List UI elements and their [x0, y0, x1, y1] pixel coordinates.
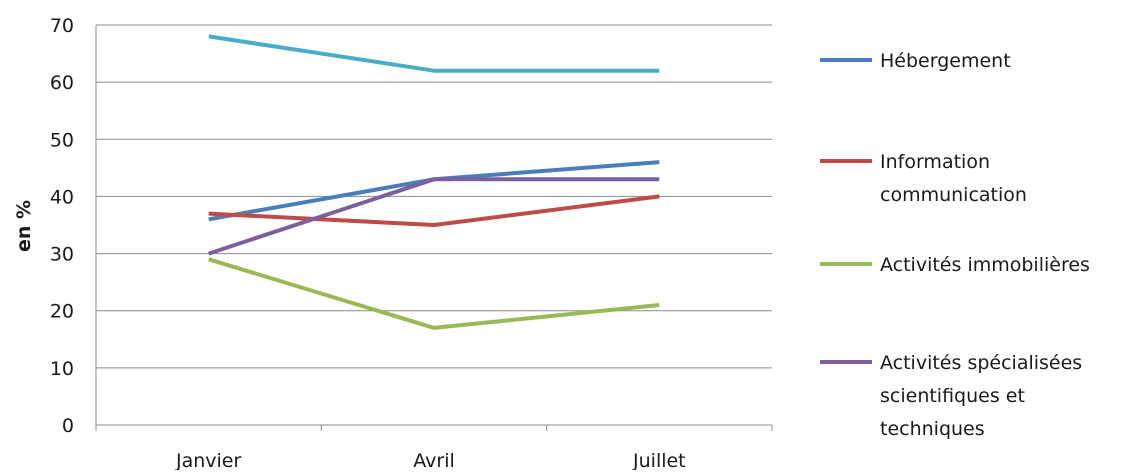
series-line-information-communication — [208, 194, 660, 227]
series-line-h-bergement — [208, 160, 660, 222]
y-tick-label: 50 — [50, 129, 74, 151]
legend-item: Information communication — [820, 151, 1027, 206]
series-lines — [208, 34, 660, 330]
y-tick-label: 30 — [50, 244, 74, 266]
legend: Hébergement Information communication Activ… — [820, 50, 1090, 440]
y-tick-label: 20 — [50, 301, 74, 323]
legend-label: techniques — [880, 418, 985, 440]
y-tick-label: 60 — [50, 72, 74, 94]
legend-label: Activités spécialisées — [880, 352, 1082, 374]
legend-label: scientifiques et — [880, 385, 1025, 407]
y-tick-label: 40 — [50, 186, 74, 208]
legend-item: Hébergement — [820, 50, 1011, 72]
y-tick-label: 70 — [50, 15, 74, 37]
y-axis-label: en % — [13, 200, 35, 252]
legend-item: Activités spécialisées scientifiques et te… — [820, 352, 1082, 440]
series-line-unlabeled — [208, 34, 660, 73]
y-tick-label: 10 — [50, 358, 74, 380]
x-tick-label: Janvier — [175, 450, 242, 470]
series-line-activit-s-sp-cialis-es-scientifiques-et-techniques — [208, 177, 660, 256]
y-tick-label: 0 — [62, 415, 74, 437]
legend-item: Activités immobilières — [820, 254, 1090, 276]
legend-label: Hébergement — [880, 50, 1011, 72]
legend-label: communication — [880, 184, 1027, 206]
axes: 0 10 20 30 40 50 60 70 Janvier Avril Juillet — [50, 15, 773, 472]
legend-label: Activités immobilières — [880, 254, 1090, 276]
x-tick-label: Avril — [413, 450, 455, 470]
legend-label: Information — [880, 151, 990, 173]
series-line-activit-s-immobili-res — [208, 257, 660, 330]
x-tick-label: Juillet — [632, 450, 686, 470]
grid — [96, 24, 772, 369]
